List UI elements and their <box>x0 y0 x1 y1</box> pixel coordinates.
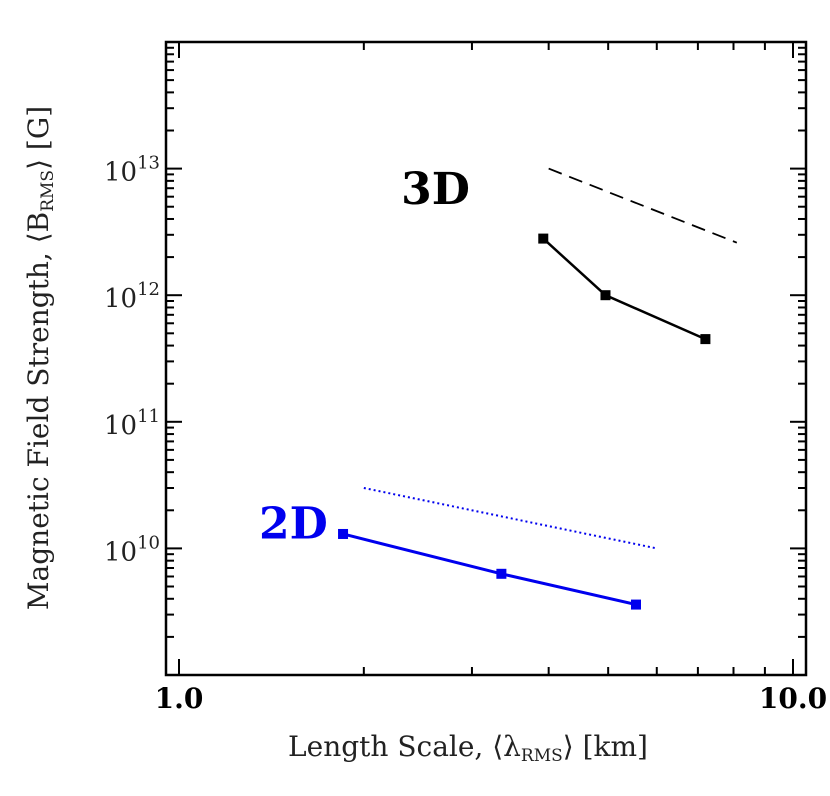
y-tick-label: 1011 <box>104 406 160 441</box>
y-tick-exponent: 10 <box>137 532 160 553</box>
data-point-3d <box>538 233 549 244</box>
y-tick-base: 10 <box>104 537 137 567</box>
y-tick-exponent: 11 <box>137 406 160 427</box>
fit-lines <box>363 167 738 550</box>
y-tick-base: 10 <box>104 411 137 441</box>
y-tick-label: 1012 <box>104 279 160 314</box>
plot-frame <box>164 40 808 677</box>
series-label-3d: 3D <box>401 164 470 215</box>
markers <box>338 233 711 610</box>
data-point-3d <box>600 290 611 301</box>
data-point-2d <box>630 599 641 610</box>
major-ticks <box>166 42 806 675</box>
y-tick-label: 1013 <box>104 153 160 188</box>
series-label-2d: 2D <box>259 499 328 550</box>
x-axis-label: Length Scale, ⟨λRMS⟩ [km] <box>288 730 648 766</box>
y-tick-exponent: 13 <box>137 153 160 174</box>
y-tick-base: 10 <box>104 284 137 314</box>
fit-line-2d <box>363 487 657 550</box>
y-tick-exponent: 12 <box>137 279 160 300</box>
fit-line-3d <box>548 167 738 244</box>
y-tick-label: 1010 <box>104 532 160 567</box>
minor-ticks <box>166 42 806 675</box>
y-tick-base: 10 <box>104 158 137 188</box>
x-tick-label: 10.0 <box>759 682 827 715</box>
data-point-2d <box>338 528 349 539</box>
data-point-2d <box>496 568 507 579</box>
data-point-3d <box>700 334 711 345</box>
series-line-3d <box>542 237 706 341</box>
y-axis-label: Magnetic Field Strength, ⟨BRMS⟩ [G] <box>22 106 58 610</box>
series-line-2d <box>342 532 637 607</box>
series-labels: 3D 2D <box>259 164 470 549</box>
series-lines <box>342 237 706 607</box>
x-tick-label: 1.0 <box>155 682 204 715</box>
